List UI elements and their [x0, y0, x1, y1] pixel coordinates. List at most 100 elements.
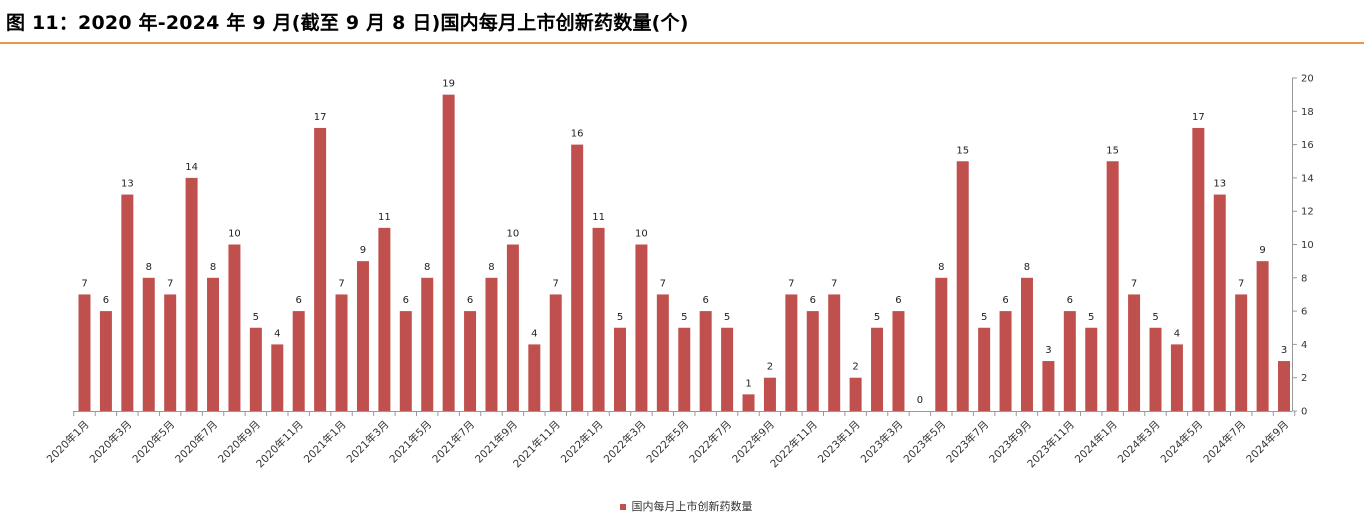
- bar: 2024年3月: 5: [1149, 327, 1162, 411]
- y-tick-label: 2: [1301, 373, 1307, 384]
- bar: 2023年7月: 5: [978, 327, 991, 411]
- x-tick-label: 2020年1月: [44, 418, 92, 466]
- x-tick-label: 2024年5月: [1158, 418, 1206, 466]
- data-label: 10: [228, 229, 241, 240]
- data-label: 2: [852, 362, 858, 373]
- x-tick-label: 2023年1月: [815, 418, 863, 466]
- data-label: 1: [745, 378, 751, 389]
- bar: 2021年8月: 8: [485, 277, 498, 411]
- bar: 2022年12月: 7: [828, 294, 841, 411]
- bar: 2024年5月: 17: [1192, 127, 1205, 411]
- bar: 2024年4月: 4: [1170, 344, 1183, 411]
- x-tick-label: 2021年1月: [301, 418, 349, 466]
- data-label: 9: [1259, 245, 1265, 256]
- data-label: 13: [1213, 179, 1226, 190]
- data-label: 4: [531, 328, 537, 339]
- bar: 2023年6月: 15: [956, 161, 969, 411]
- x-tick-label: 2021年5月: [387, 418, 435, 466]
- bar: 2023年12月: 5: [1085, 327, 1098, 411]
- data-label: 19: [442, 79, 455, 90]
- bar: 2020年12月: 17: [314, 127, 327, 411]
- title-divider: [0, 42, 1364, 44]
- bar: 2021年1月: 7: [335, 294, 348, 411]
- data-labels-group: 7613871481054617791168196810471611510756…: [81, 79, 1287, 406]
- x-tick-label: 2021年9月: [472, 418, 520, 466]
- x-tick-label: 2020年9月: [215, 418, 263, 466]
- bar: 2024年1月: 15: [1106, 161, 1119, 411]
- x-tick-label: 2023年3月: [858, 418, 906, 466]
- data-label: 8: [488, 262, 494, 273]
- data-label: 3: [1281, 345, 1287, 356]
- bar: 2022年5月: 5: [678, 327, 691, 411]
- data-label: 7: [1131, 278, 1137, 289]
- bar: 2021年12月: 16: [571, 144, 584, 411]
- bar: 2024年2月: 7: [1128, 294, 1141, 411]
- bar: 2022年6月: 6: [699, 311, 712, 411]
- bar: 2020年3月: 13: [121, 194, 134, 411]
- bar: 2021年11月: 7: [549, 294, 562, 411]
- bar: 2021年9月: 10: [506, 244, 519, 411]
- data-label: 6: [1067, 295, 1073, 306]
- legend: 国内每月上市创新药数量: [0, 498, 1372, 514]
- y-tick-label: 6: [1301, 307, 1307, 318]
- bar: 2021年5月: 8: [421, 277, 434, 411]
- data-label: 5: [681, 312, 687, 323]
- bar: 2020年8月: 10: [228, 244, 241, 411]
- data-label: 5: [874, 312, 880, 323]
- bar: 2022年1月: 11: [592, 227, 605, 411]
- bar: 2020年5月: 7: [164, 294, 177, 411]
- y-tick-label: 14: [1301, 173, 1314, 184]
- bar: 2020年6月: 14: [185, 177, 198, 411]
- data-label: 4: [1174, 328, 1180, 339]
- bars-group: 2020年1月: 7 2020年2月: 6 2020年3月: 13 2020年4月: …: [78, 94, 1291, 412]
- data-label: 6: [403, 295, 409, 306]
- bar: 2024年8月: 9: [1256, 261, 1269, 411]
- bar: 2021年3月: 11: [378, 227, 391, 411]
- y-tick-label: 0: [1301, 407, 1307, 418]
- data-label: 8: [938, 262, 944, 273]
- data-label: 6: [296, 295, 302, 306]
- x-tick-label: 2024年7月: [1201, 418, 1249, 466]
- bar: 2021年2月: 9: [356, 261, 369, 411]
- data-label: 6: [103, 295, 109, 306]
- data-label: 7: [553, 278, 559, 289]
- bar: 2020年11月: 6: [292, 311, 305, 411]
- bar: 2023年5月: 8: [935, 277, 948, 411]
- x-tick-label: 2024年1月: [1072, 418, 1120, 466]
- x-tick-label: 2020年3月: [87, 418, 135, 466]
- data-label: 11: [592, 212, 605, 223]
- data-label: 7: [1238, 278, 1244, 289]
- data-label: 5: [1152, 312, 1158, 323]
- data-label: 3: [1045, 345, 1051, 356]
- data-label: 5: [1088, 312, 1094, 323]
- data-label: 6: [895, 295, 901, 306]
- data-label: 6: [467, 295, 473, 306]
- bar: 2020年1月: 7: [78, 294, 91, 411]
- data-label: 9: [360, 245, 366, 256]
- bar: 2022年10月: 7: [785, 294, 798, 411]
- bar: 2020年4月: 8: [142, 277, 155, 411]
- data-label: 8: [424, 262, 430, 273]
- bar: 2020年10月: 4: [271, 344, 284, 411]
- x-tick-label: 2022年9月: [729, 418, 777, 466]
- bar: 2023年2月: 5: [871, 327, 884, 411]
- y-tick-label: 16: [1301, 140, 1314, 151]
- y-tick-label: 18: [1301, 107, 1314, 118]
- x-tick-label: 2022年1月: [558, 418, 606, 466]
- data-label: 7: [167, 278, 173, 289]
- bar: 2022年9月: 2: [763, 377, 776, 411]
- data-label: 17: [1192, 112, 1205, 123]
- bar: 2023年3月: 6: [892, 311, 905, 411]
- data-label: 6: [1002, 295, 1008, 306]
- y-tick-label: 4: [1301, 340, 1307, 351]
- data-label: 8: [146, 262, 152, 273]
- data-label: 6: [810, 295, 816, 306]
- data-label: 8: [210, 262, 216, 273]
- bar: 2021年10月: 4: [528, 344, 541, 411]
- bar: 2021年4月: 6: [399, 311, 412, 411]
- x-tick-label: 2024年9月: [1243, 418, 1291, 466]
- y-tick-label: 20: [1301, 74, 1314, 85]
- bar: 2022年2月: 5: [614, 327, 626, 411]
- bar: 2020年7月: 8: [207, 277, 220, 411]
